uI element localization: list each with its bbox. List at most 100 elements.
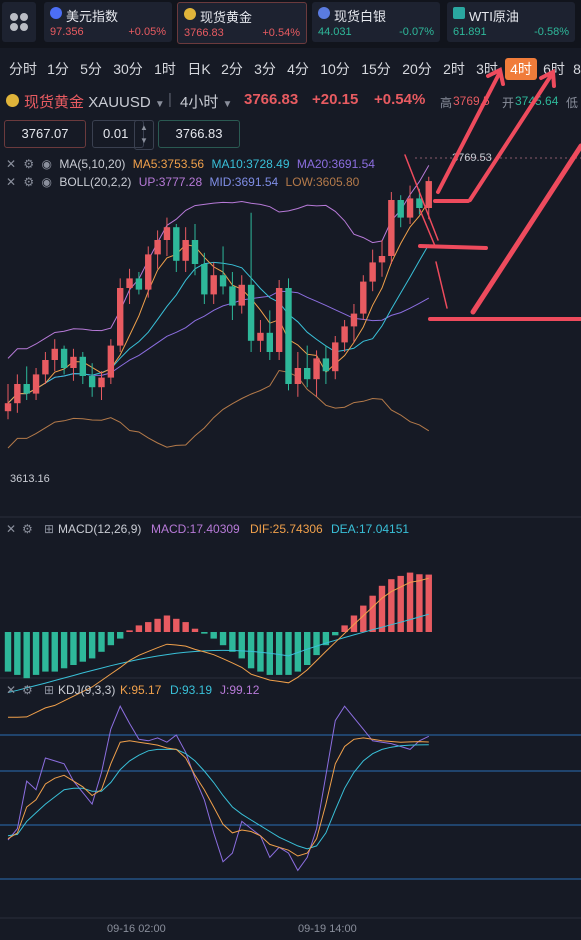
- timeframe-tab[interactable]: 15分: [361, 61, 391, 77]
- macd-bar: [163, 615, 171, 632]
- chevron-down-icon[interactable]: ▼: [140, 136, 148, 145]
- candle-body: [79, 356, 86, 376]
- candle: [173, 224, 180, 272]
- candle-body: [4, 403, 12, 412]
- timeframe-tab-selected[interactable]: 4时: [505, 58, 537, 80]
- boll-low-value: LOW:3605.80: [285, 175, 360, 189]
- timeframe-tab[interactable]: 2时: [443, 61, 465, 77]
- macd-bar: [126, 630, 133, 632]
- tile-change: -0.07%: [399, 26, 434, 38]
- k-value: K:95.17: [120, 683, 162, 697]
- candle-body: [285, 288, 292, 384]
- timeframe-tab[interactable]: 日K: [187, 61, 211, 77]
- macd-bar: [60, 632, 68, 669]
- symbol-selector[interactable]: 现货黄金 XAUUSD ▼: [24, 91, 165, 112]
- timeframe-tab[interactable]: 1分: [47, 61, 69, 77]
- macd-bar: [117, 632, 124, 639]
- app-menu-button[interactable]: [2, 2, 36, 42]
- add-icon[interactable]: ⊞: [44, 522, 54, 536]
- macd-bar: [247, 632, 255, 669]
- tile-name: 美元指数: [66, 9, 119, 24]
- ma-label: MA(5,10,20): [59, 157, 126, 171]
- candle-body: [425, 181, 432, 208]
- j-value: J:99.12: [220, 683, 260, 697]
- timeframe-tab[interactable]: 4分: [287, 61, 309, 77]
- gear-icon[interactable]: ⚙: [23, 157, 35, 171]
- ma10-value: MA10:3728.49: [211, 157, 290, 171]
- eye-icon[interactable]: ◉: [41, 175, 52, 189]
- close-icon[interactable]: ✕: [6, 522, 16, 536]
- chevron-up-icon[interactable]: ▲: [140, 123, 148, 132]
- annotation-line: [418, 244, 488, 250]
- candle: [247, 212, 255, 352]
- market-tile-spot-silver[interactable]: 现货白银 44.031 -0.07%: [312, 2, 440, 42]
- silver-icon: [318, 7, 330, 19]
- gear-icon[interactable]: ⚙: [22, 522, 33, 536]
- macd-bar: [304, 632, 311, 665]
- candle-body: [191, 240, 199, 264]
- gear-icon[interactable]: ⚙: [23, 175, 35, 189]
- candle: [266, 310, 273, 360]
- macd-bar: [313, 632, 320, 656]
- d-value: D:93.19: [170, 683, 212, 697]
- macd-bar: [397, 575, 404, 632]
- market-tile-wti-oil[interactable]: WTI原油 61.891 -0.58%: [447, 2, 575, 42]
- macd-bar: [14, 632, 21, 675]
- market-tile-usd-index[interactable]: 美元指数 97.356 +0.05%: [44, 2, 172, 42]
- candle-body: [14, 384, 21, 404]
- market-tile-spot-gold[interactable]: 现货黄金 3766.83 +0.54%: [177, 2, 307, 44]
- candle: [388, 192, 395, 264]
- quantity-stepper[interactable]: ▲ ▼: [134, 120, 154, 150]
- macd-bar: [360, 605, 367, 632]
- timeframe-tab[interactable]: 20分: [402, 61, 432, 77]
- tile-name: 现货黄金: [200, 10, 253, 25]
- candle: [210, 262, 217, 304]
- timeframe-tab[interactable]: 10分: [320, 61, 350, 77]
- candle: [107, 339, 115, 384]
- close-icon[interactable]: ✕: [6, 175, 17, 189]
- low-price-label: 3613.16: [10, 473, 50, 485]
- candle-body: [294, 368, 302, 384]
- tile-change: +0.54%: [262, 27, 300, 39]
- timeframe-tab[interactable]: 5分: [80, 61, 102, 77]
- kdj-j-line: [7, 705, 430, 872]
- candle-body: [201, 264, 208, 295]
- candle: [23, 366, 30, 400]
- candle: [88, 363, 96, 397]
- candle-body: [388, 200, 395, 256]
- candle-body: [23, 384, 30, 394]
- timeframe-tab[interactable]: 分时: [9, 61, 37, 77]
- gear-icon[interactable]: ⚙: [22, 683, 33, 697]
- candle-body: [332, 342, 339, 372]
- divider: |: [168, 91, 172, 108]
- buy-price-box[interactable]: 3766.83: [158, 120, 240, 148]
- candle: [257, 320, 264, 352]
- close-icon[interactable]: ✕: [6, 157, 17, 171]
- macd-bar: [322, 632, 330, 646]
- candle: [182, 227, 189, 272]
- macd-bar: [32, 632, 40, 675]
- eye-icon[interactable]: ◉: [41, 157, 52, 171]
- interval-selector[interactable]: 4小时 ▼: [180, 91, 232, 112]
- quantity-input[interactable]: 0.01: [92, 120, 144, 148]
- macd-label: MACD(12,26,9): [58, 522, 141, 536]
- gold-coin-icon: [6, 94, 19, 107]
- candle: [304, 345, 311, 388]
- candle-body: [406, 198, 414, 218]
- timeframe-tab[interactable]: 3分: [254, 61, 276, 77]
- add-icon[interactable]: ⊞: [44, 683, 54, 697]
- timeframe-tab[interactable]: 2分: [221, 61, 243, 77]
- sell-price-box[interactable]: 3767.07: [4, 120, 86, 148]
- candle: [285, 278, 292, 391]
- timeframe-tab[interactable]: 30分: [113, 61, 143, 77]
- macd-bar: [4, 632, 12, 672]
- close-icon[interactable]: ✕: [6, 683, 16, 697]
- annotation-stroke: [435, 261, 448, 309]
- candle-body: [42, 360, 49, 375]
- timeframe-tab[interactable]: 1时: [154, 61, 176, 77]
- macd-bar: [88, 632, 96, 659]
- market-strip: 美元指数 97.356 +0.05% 现货黄金 3766.83 +0.54% 现…: [0, 0, 581, 48]
- annotation-marks: [404, 67, 581, 321]
- timeframe-tab[interactable]: 8: [573, 61, 581, 77]
